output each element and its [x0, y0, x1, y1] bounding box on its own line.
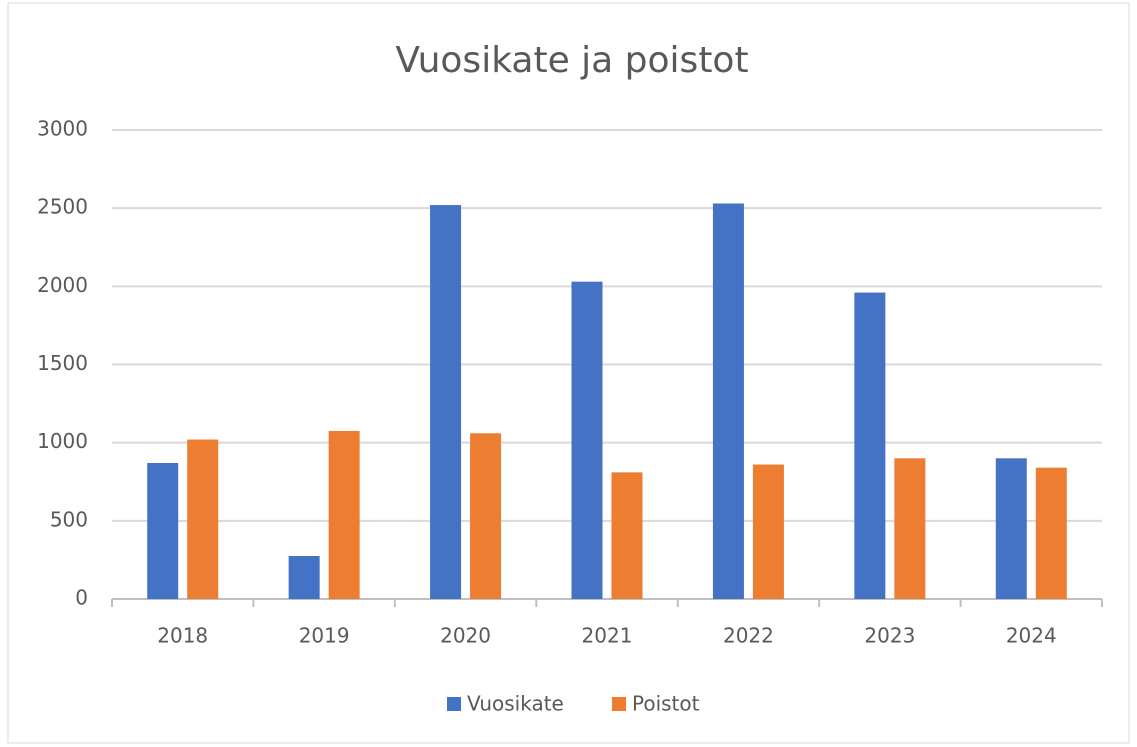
- bar: [147, 462, 179, 599]
- y-tick-label: 2000: [37, 273, 88, 297]
- bar: [571, 281, 603, 599]
- legend-label: Vuosikate: [467, 692, 564, 716]
- chart-frame: [7, 2, 1130, 744]
- bar: [430, 205, 462, 600]
- y-tick-label: 3000: [37, 117, 88, 141]
- legend-swatch: [447, 697, 461, 711]
- y-tick-label: 0: [75, 586, 88, 610]
- legend-label: Poistot: [632, 692, 700, 716]
- chart-title: Vuosikate ja poistot: [395, 40, 748, 81]
- bar: [1035, 467, 1067, 599]
- x-tick-label: 2021: [582, 624, 633, 648]
- bar: [470, 433, 502, 599]
- bar: [995, 458, 1027, 599]
- x-tick-label: 2018: [157, 624, 208, 648]
- x-tick-label: 2020: [440, 624, 491, 648]
- x-tick-label: 2023: [864, 624, 915, 648]
- y-tick-label: 1500: [37, 351, 88, 375]
- legend-swatch: [612, 697, 626, 711]
- x-tick-label: 2022: [723, 624, 774, 648]
- y-tick-label: 1000: [37, 429, 88, 453]
- bar: [611, 472, 643, 599]
- bar: [712, 203, 744, 599]
- bar: [187, 439, 219, 599]
- bar: [752, 464, 784, 599]
- x-tick-label: 2024: [1006, 624, 1057, 648]
- bar: [288, 556, 320, 599]
- y-tick-label: 2500: [37, 195, 88, 219]
- bar: [894, 458, 926, 599]
- bar: [328, 430, 360, 599]
- y-tick-label: 500: [50, 507, 88, 531]
- x-tick-label: 2019: [299, 624, 350, 648]
- bar: [854, 292, 886, 599]
